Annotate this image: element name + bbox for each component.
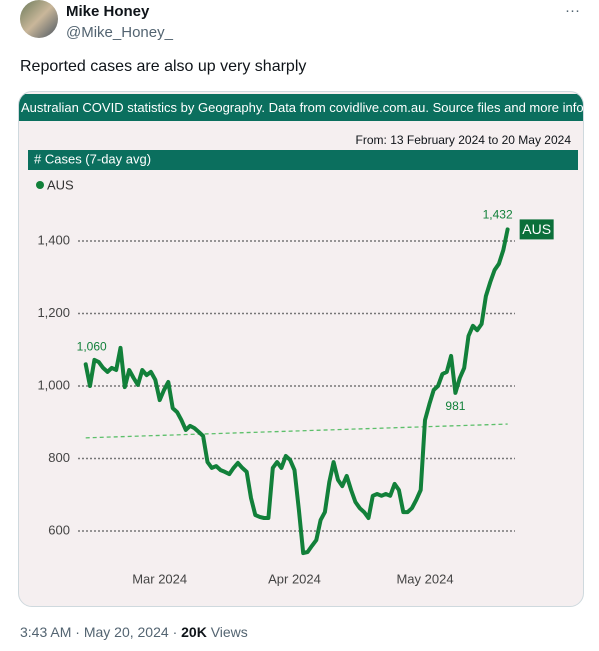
time: 3:43 AM [20, 624, 72, 640]
chart-title-bar [28, 150, 578, 170]
x-tick-label: May 2024 [396, 571, 453, 586]
banner: Australian COVID statistics by Geography… [19, 94, 583, 121]
avatar[interactable] [20, 0, 58, 38]
view-count: 20K [181, 624, 207, 640]
x-tick-label: Mar 2024 [132, 571, 187, 586]
tweet-meta: 3:43 AM · May 20, 2024 · 20K Views [20, 624, 248, 640]
end-label-box [519, 219, 554, 240]
tweet-text: Reported cases are also up very sharply [20, 58, 307, 75]
y-tick-label: 800 [48, 450, 70, 465]
separator: · [75, 624, 80, 640]
trend-line [85, 423, 508, 439]
chart-title: # Cases (7-day avg) [34, 151, 151, 166]
separator: · [172, 624, 178, 640]
more-menu[interactable]: ··· [565, 2, 580, 19]
y-tick-label: 1,200 [37, 305, 70, 320]
annotation: 1,432 [483, 208, 513, 222]
y-tick-label: 600 [48, 522, 70, 537]
date-range: From: 13 February 2024 to 20 May 2024 [355, 133, 571, 147]
views-label: Views [210, 624, 248, 640]
annotation: 981 [445, 399, 465, 413]
x-tick-label: Apr 2024 [268, 571, 321, 586]
end-label: AUS [522, 221, 551, 237]
y-tick-label: 1,400 [37, 232, 70, 247]
legend-label: AUS [47, 177, 74, 192]
annotation: 1,060 [77, 339, 107, 353]
y-tick-label: 1,000 [37, 377, 70, 392]
display-name[interactable]: Mike Honey [66, 3, 150, 20]
handle[interactable]: @Mike_Honey_ [66, 24, 173, 41]
legend-marker [36, 181, 44, 189]
data-line [83, 227, 510, 556]
date: May 20, 2024 [83, 624, 169, 640]
